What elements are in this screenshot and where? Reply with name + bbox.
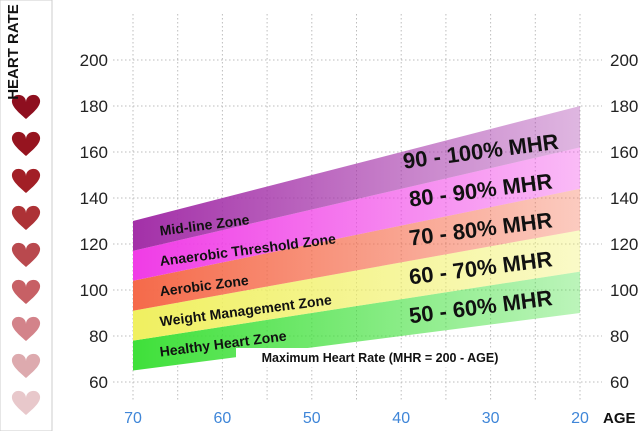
formula-banner: Maximum Heart Rate (MHR = 200 - AGE) — [236, 348, 524, 367]
heart-icon — [11, 205, 41, 230]
x-tick-label: 60 — [214, 410, 232, 427]
zone-band — [133, 188, 580, 311]
heart-icon — [11, 168, 41, 193]
y-tick-label-left: 80 — [89, 327, 108, 346]
zone-band — [133, 230, 580, 341]
mhr-formula-label: Maximum Heart Rate (MHR = 200 - AGE) — [262, 351, 499, 365]
y-tick-label-right: 200 — [610, 51, 638, 70]
y-axis-label: HEART RATE — [5, 4, 22, 100]
zone-band — [133, 147, 580, 281]
heart-icon — [11, 353, 41, 378]
zone-band — [133, 271, 580, 371]
heart-icon — [11, 390, 41, 415]
y-tick-label-right: 120 — [610, 235, 638, 254]
y-tick-label-left: 60 — [89, 373, 108, 392]
heart-icon — [11, 242, 41, 267]
formula-background — [236, 348, 524, 367]
x-tick-label: 20 — [571, 410, 589, 427]
axis-ticks: 60 60 80 80 100 100 120 120 140 140 160 160 180 180 20… — [80, 51, 639, 427]
y-tick-label-right: 80 — [610, 327, 629, 346]
y-tick-label-left: 200 — [80, 51, 108, 70]
y-tick-label-left: 120 — [80, 235, 108, 254]
y-tick-label-right: 60 — [610, 373, 629, 392]
y-tick-label-left: 180 — [80, 97, 108, 116]
x-tick-label: 70 — [124, 410, 142, 427]
y-tick-label-right: 140 — [610, 189, 638, 208]
y-tick-label-left: 160 — [80, 143, 108, 162]
x-tick-label: 30 — [482, 410, 500, 427]
heart-icon — [11, 94, 41, 119]
y-tick-label-right: 100 — [610, 281, 638, 300]
heart-icon — [11, 316, 41, 341]
heart-icon — [11, 131, 41, 156]
x-axis-label: AGE — [603, 410, 636, 427]
y-tick-label-right: 180 — [610, 97, 638, 116]
heart-icon — [11, 279, 41, 304]
y-tick-label-left: 100 — [80, 281, 108, 300]
y-tick-label-left: 140 — [80, 189, 108, 208]
x-tick-label: 50 — [303, 410, 321, 427]
zone-band — [133, 106, 580, 251]
heart-column — [0, 0, 53, 431]
y-tick-label-right: 160 — [610, 143, 638, 162]
x-tick-label: 40 — [392, 410, 410, 427]
zone-bands — [133, 106, 580, 371]
